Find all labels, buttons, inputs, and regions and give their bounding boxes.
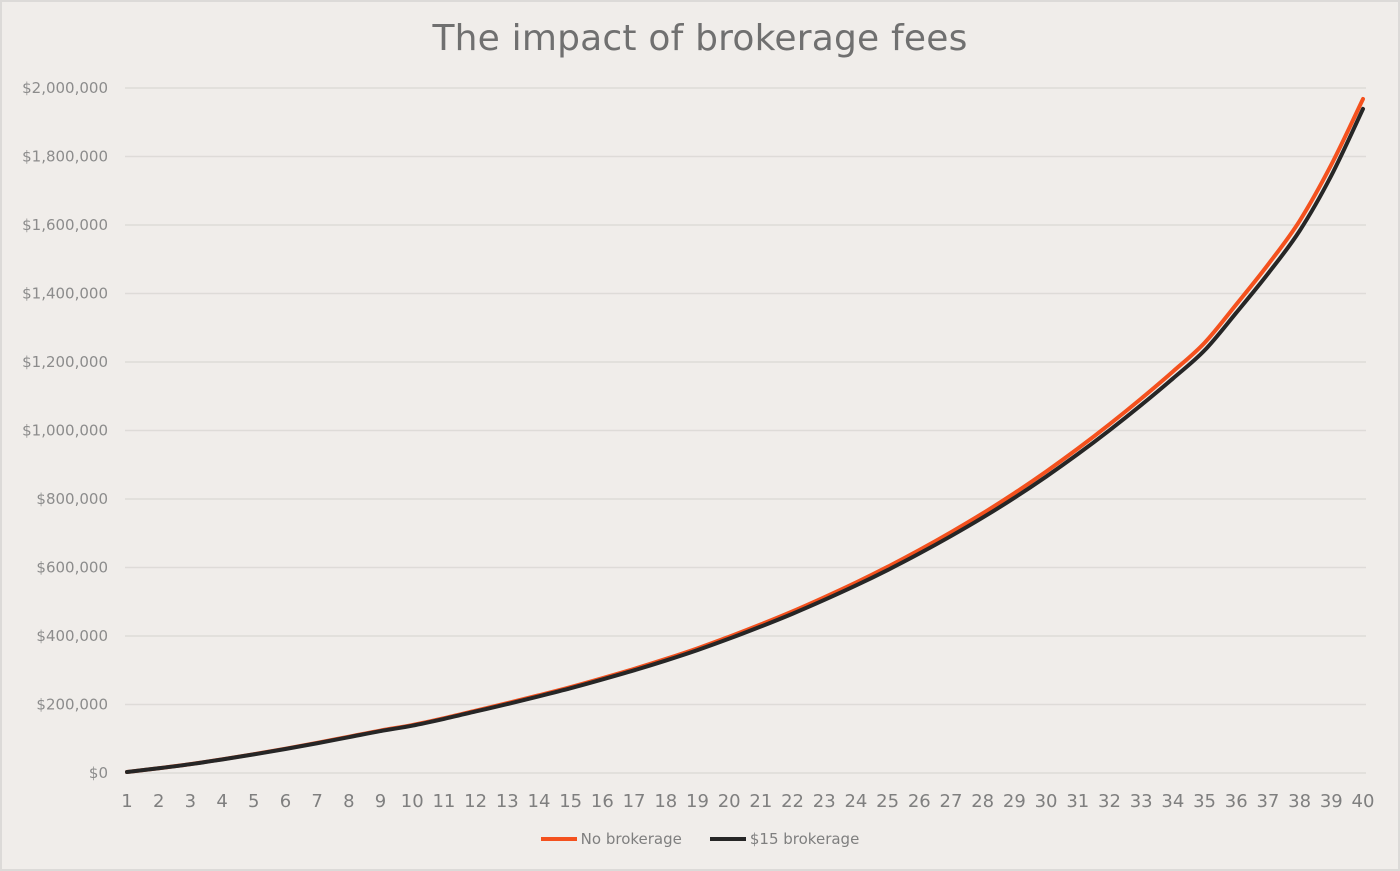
x-tick-label: 18	[654, 791, 677, 812]
x-tick-label: 11	[432, 791, 455, 812]
legend-swatch-orange-icon	[540, 837, 577, 841]
x-tick-label: 13	[496, 791, 519, 812]
x-tick-label: 40	[1352, 791, 1375, 812]
x-tick-label: 20	[718, 791, 741, 812]
x-tick-label: 38	[1288, 791, 1311, 812]
y-tick-label: $600,000	[36, 559, 108, 577]
x-tick-label: 36	[1225, 791, 1248, 812]
x-tick-label: 31	[1066, 791, 1089, 812]
x-tick-label: 35	[1193, 791, 1216, 812]
gridlines	[125, 87, 1366, 774]
legend-item-no-brokerage: No brokerage	[540, 830, 682, 848]
x-tick-label: 25	[876, 791, 899, 812]
x-tick-label: 1	[121, 791, 132, 812]
x-tick-label: 21	[749, 791, 772, 812]
x-tick-label: 12	[464, 791, 487, 812]
series-line-15-brokerage	[125, 106, 1365, 774]
legend-item-15-brokerage: $15 brokerage	[709, 830, 860, 848]
y-tick-label: $1,800,000	[22, 148, 108, 166]
x-tick-label: 19	[686, 791, 709, 812]
x-tick-label: 9	[375, 791, 386, 812]
y-axis-tick-labels: $0 $200,000 $400,000 $600,000 $800,000 $1,000…	[22, 79, 108, 782]
x-tick-label: 7	[311, 791, 322, 812]
y-tick-label: $1,600,000	[22, 216, 108, 234]
x-tick-label: 14	[528, 791, 551, 812]
x-tick-label: 24	[844, 791, 867, 812]
x-tick-label: 17	[623, 791, 646, 812]
y-tick-label: $1,400,000	[22, 285, 108, 303]
x-tick-label: 4	[216, 791, 227, 812]
x-tick-label: 22	[781, 791, 804, 812]
y-tick-label: $800,000	[36, 490, 108, 508]
x-tick-label: 30	[1035, 791, 1058, 812]
x-tick-label: 37	[1256, 791, 1279, 812]
y-tick-label: $400,000	[36, 627, 108, 645]
x-tick-label: 34	[1161, 791, 1184, 812]
y-tick-label: $200,000	[36, 696, 108, 714]
x-axis-tick-labels: 1 2 3 4 5 6 7 8 9 10 11 12 13 14 15 16 17 18 19 20 21 22 23 24 2…	[121, 791, 1374, 812]
x-tick-label: 10	[401, 791, 424, 812]
legend: No brokerage $15 brokerage	[0, 830, 1400, 848]
x-tick-label: 15	[559, 791, 582, 812]
x-tick-label: 29	[1003, 791, 1026, 812]
x-tick-label: 6	[280, 791, 291, 812]
x-tick-label: 3	[185, 791, 196, 812]
y-tick-label: $1,000,000	[22, 422, 108, 440]
x-tick-label: 27	[940, 791, 963, 812]
legend-label: No brokerage	[580, 830, 682, 848]
x-tick-label: 5	[248, 791, 259, 812]
x-tick-label: 2	[153, 791, 164, 812]
legend-label: $15 brokerage	[749, 830, 860, 848]
x-tick-label: 32	[1098, 791, 1121, 812]
series-line-no-brokerage	[125, 96, 1365, 774]
x-tick-label: 39	[1320, 791, 1343, 812]
y-tick-label: $0	[89, 764, 108, 782]
chart-title: The impact of brokerage fees	[432, 18, 968, 59]
x-tick-label: 33	[1130, 791, 1153, 812]
y-tick-label: $2,000,000	[22, 79, 108, 97]
x-tick-label: 8	[343, 791, 354, 812]
x-tick-label: 28	[971, 791, 994, 812]
x-tick-label: 26	[908, 791, 931, 812]
x-tick-label: 23	[813, 791, 836, 812]
legend-swatch-black-icon	[709, 837, 746, 841]
data-series-lines	[125, 96, 1365, 774]
x-tick-label: 16	[591, 791, 614, 812]
y-tick-label: $1,200,000	[22, 353, 108, 371]
